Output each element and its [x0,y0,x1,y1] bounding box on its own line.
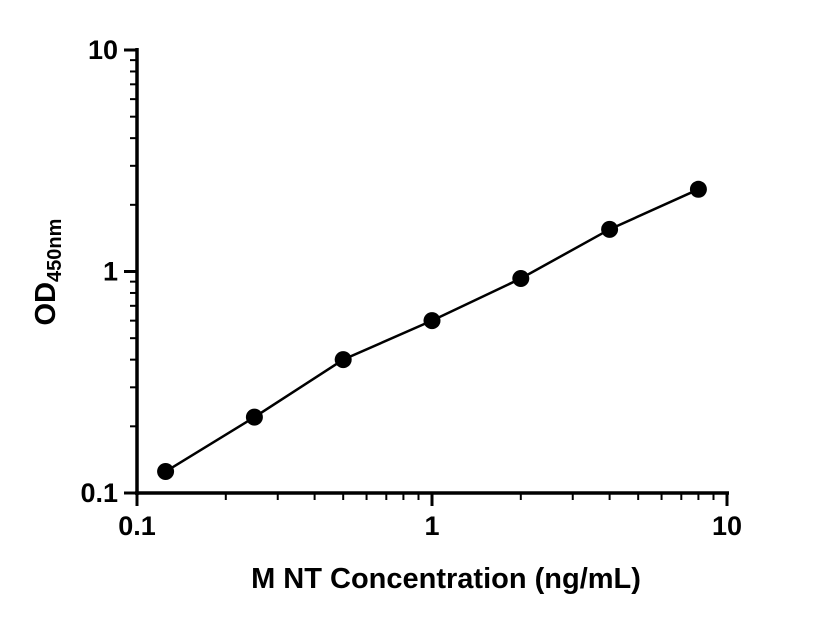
data-point [423,312,441,330]
data-point [245,408,263,426]
y-tick-label: 0.1 [80,478,118,508]
x-tick-label: 1 [424,511,439,541]
y-axis-title-main: OD [30,282,62,326]
curve-line [164,188,699,473]
data-point [157,463,175,481]
x-axis-title: M NT Concentration (ng/mL) [251,563,641,595]
data-point [689,180,707,198]
data-point [334,351,352,369]
data-point [601,220,619,238]
y-axis-title-subscript: 450nm [44,219,66,282]
x-tick-label: 10 [712,511,742,541]
plot-area: 0.1 1 10 0.1 1 10 [80,35,742,541]
y-tick-label: 1 [103,257,118,287]
y-axis-title: OD450nm [30,219,66,326]
y-tick-label: 10 [88,35,118,65]
data-point [512,269,530,287]
x-tick-label: 0.1 [118,511,156,541]
